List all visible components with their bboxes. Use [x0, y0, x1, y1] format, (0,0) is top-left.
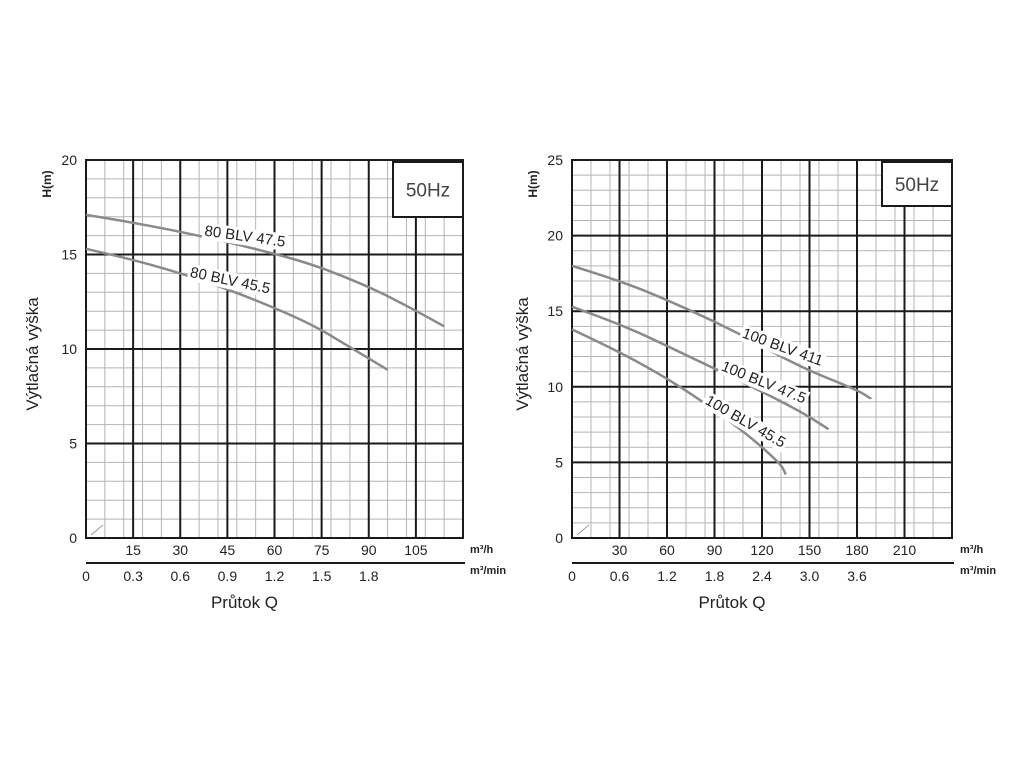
series-label-bg [186, 263, 274, 298]
x-tick-label-m3min: 3.0 [800, 568, 820, 584]
x-unit-top: m³/h [960, 544, 984, 556]
series-label-bg [738, 324, 828, 371]
x-tick-label-m3min: 3.6 [847, 568, 867, 584]
x-tick-label-m3h: 210 [893, 542, 917, 558]
x-tick-label-m3h: 90 [361, 542, 377, 558]
x-tick-label-m3h: 30 [172, 542, 188, 558]
origin-mark [576, 524, 590, 536]
y-tick-label: 15 [61, 247, 77, 263]
y-axis-title: Výtlačná výška [23, 297, 42, 411]
x-unit-bottom: m³/min [960, 565, 996, 577]
x-unit-bottom: m³/min [470, 565, 506, 577]
y-tick-label: 0 [69, 530, 77, 546]
x-tick-label-m3min: 1.5 [312, 568, 332, 584]
y-tick-label: 15 [547, 303, 563, 319]
y-tick-label: 10 [61, 341, 77, 357]
y-tick-label: 5 [555, 454, 563, 470]
x-tick-label-m3min: 2.4 [752, 568, 772, 584]
x-tick-label-m3h: 105 [404, 542, 428, 558]
x-axis-title: Průtok Q [698, 593, 765, 612]
plot-frame [571, 159, 953, 539]
series-label-bg [201, 222, 289, 252]
x-tick-label-m3min: 1.2 [657, 568, 677, 584]
x-tick-label-m3h: 120 [750, 542, 774, 558]
x-tick-label-m3h: 150 [798, 542, 822, 558]
chart-2: 50Hz 0 5 10 15 20 25 H(m) Výtlačná výška 30 60 90 12… [513, 152, 996, 612]
x-tick-label-m3h: 75 [314, 542, 330, 558]
x-tick-label-m3h: 60 [659, 542, 675, 558]
series-line [85, 247, 389, 371]
x-tick-label-m3min: 0.9 [218, 568, 238, 584]
frequency-box [392, 161, 464, 218]
series-label-bg [700, 390, 791, 453]
series-line [571, 305, 830, 431]
x-tick-label-m3h: 90 [707, 542, 723, 558]
x-tick-label-m3min: 1.8 [705, 568, 725, 584]
x-tick-label-m3min: 0.3 [123, 568, 143, 584]
y-tick-label: 5 [69, 436, 77, 452]
series-label: 100 BLV 411 [740, 325, 825, 370]
plot-frame [85, 159, 464, 539]
x-tick-label-m3h: 60 [267, 542, 283, 558]
frequency-label: 50Hz [406, 181, 450, 202]
y-axis-title: Výtlačná výška [513, 297, 532, 411]
series-line [85, 213, 445, 328]
x-tick-label-m3h: 30 [612, 542, 628, 558]
x-tick-label-m3h: 15 [125, 542, 141, 558]
origin-mark [90, 524, 104, 536]
y-unit-label: H(m) [526, 170, 540, 197]
y-tick-label: 10 [547, 379, 563, 395]
x-tick-label-m3min: 1.2 [265, 568, 285, 584]
frequency-label: 50Hz [895, 175, 939, 196]
chart-1: 50Hz 0 5 10 15 20 H(m) Výtlačná výška 15 30 45 60 75… [23, 152, 506, 612]
x-tick-label-m3min: 1.8 [359, 568, 379, 584]
x-tick-label-m3min: 0.6 [610, 568, 630, 584]
x-tick-label-m3h: 45 [220, 542, 236, 558]
x-tick-label-m3min: 0 [568, 568, 576, 584]
y-tick-label: 25 [547, 152, 563, 168]
x-unit-top: m³/h [470, 544, 494, 556]
series-label-bg [717, 357, 811, 409]
series-line [571, 264, 872, 400]
series-label: 100 BLV 47.5 [719, 358, 809, 407]
x-tick-label-m3min: 0 [82, 568, 90, 584]
y-tick-label: 0 [555, 530, 563, 546]
frequency-box [881, 161, 953, 207]
y-tick-label: 20 [61, 152, 77, 168]
x-tick-label-m3min: 0.6 [171, 568, 191, 584]
y-tick-label: 20 [547, 228, 563, 244]
x-tick-label-m3h: 180 [845, 542, 869, 558]
x-axis-title: Průtok Q [211, 593, 278, 612]
y-unit-label: H(m) [40, 170, 54, 197]
